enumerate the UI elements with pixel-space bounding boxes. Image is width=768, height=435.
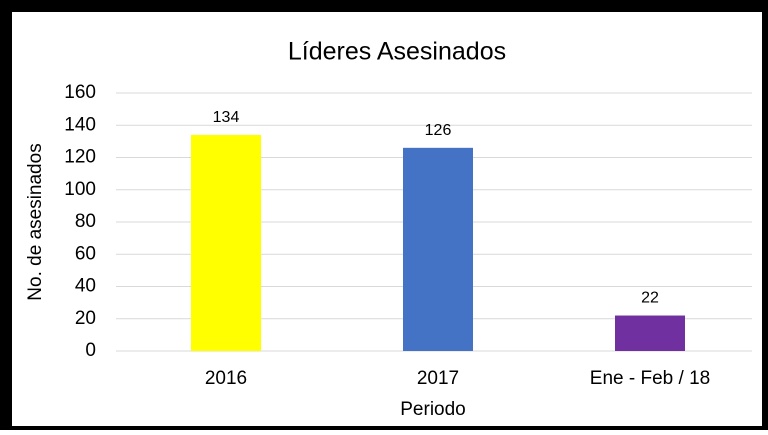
x-tick-label: 2017 (417, 368, 459, 389)
y-tick-label: 80 (75, 211, 96, 232)
data-label: 126 (425, 122, 452, 139)
data-label: 134 (213, 109, 240, 126)
data-label: 22 (641, 290, 659, 307)
bar (615, 315, 685, 351)
y-axis-label: No. de asesinados (25, 143, 46, 300)
y-tick-label: 160 (64, 82, 96, 103)
x-tick-label: Ene - Feb / 18 (590, 368, 710, 389)
y-tick-label: 0 (85, 340, 96, 361)
y-tick-label: 140 (64, 114, 96, 135)
chart-title: Líderes Asesinados (288, 38, 506, 66)
x-tick-label: 2016 (205, 368, 247, 389)
bar (403, 147, 473, 351)
x-axis-label: Periodo (400, 399, 466, 420)
y-tick-label: 40 (75, 276, 96, 297)
y-tick-label: 20 (75, 308, 96, 329)
y-tick-label: 120 (64, 147, 96, 168)
y-tick-label: 60 (75, 243, 96, 264)
y-tick-label: 100 (64, 179, 96, 200)
chart-area (12, 12, 762, 426)
bar (191, 134, 261, 351)
